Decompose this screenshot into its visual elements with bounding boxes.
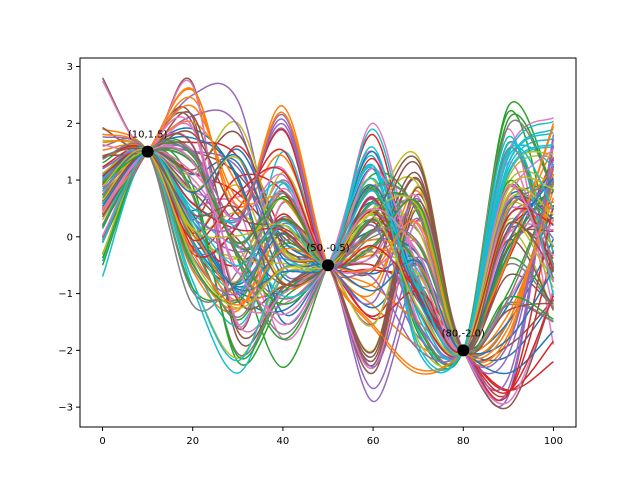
- constraint-label: (10,1.5): [128, 130, 168, 141]
- constraint-points: [141, 145, 470, 357]
- sample-line: [101, 145, 555, 353]
- constraint-point: [457, 344, 470, 357]
- sample-line: [102, 147, 555, 352]
- y-tick-label: 3: [67, 62, 73, 73]
- y-tick-label: 2: [67, 119, 73, 130]
- x-tick-label: 100: [544, 436, 563, 447]
- constraint-annotations: (10,1.5) (50,-0.5) (80,-2.0): [128, 130, 485, 340]
- sample-line: [101, 136, 555, 362]
- y-tick-label: 0: [67, 232, 73, 243]
- y-tick-label: −3: [58, 403, 73, 414]
- constraint-point: [322, 259, 334, 272]
- sample-line: [101, 150, 555, 352]
- y-axis: −3 −2 −1 0 1 2 3: [58, 62, 80, 414]
- y-tick-label: −1: [58, 289, 73, 300]
- sample-line: [102, 149, 555, 355]
- sample-line: [102, 139, 555, 360]
- constraint-point: [141, 145, 154, 158]
- y-tick-label: −2: [58, 346, 73, 357]
- x-tick-label: 0: [99, 436, 105, 447]
- x-axis: 0 20 40 60 80 100: [99, 427, 563, 447]
- sample-line: [101, 150, 554, 352]
- constraint-label: (50,-0.5): [306, 243, 349, 254]
- y-tick-label: 1: [67, 176, 73, 187]
- sample-curves: [101, 77, 555, 410]
- sample-line: [102, 148, 554, 357]
- x-tick-label: 20: [186, 436, 199, 447]
- x-tick-label: 40: [277, 436, 290, 447]
- constraint-label: (80,-2.0): [442, 328, 485, 339]
- x-tick-label: 60: [367, 436, 380, 447]
- sample-line: [101, 141, 555, 359]
- plot-frame: [79, 57, 577, 428]
- x-tick-label: 80: [457, 436, 470, 447]
- sample-line: [101, 133, 554, 352]
- sample-line: [101, 145, 555, 357]
- sample-line: [102, 143, 554, 371]
